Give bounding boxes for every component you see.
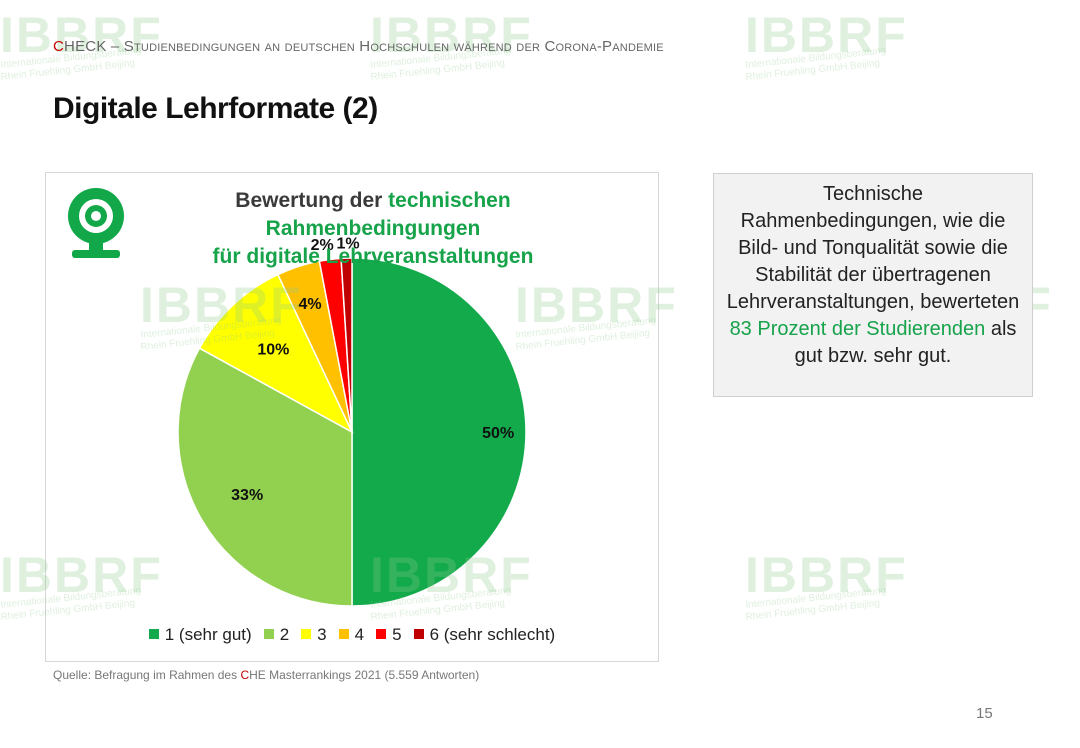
info-text-before: Technische Rahmenbedingungen, wie die Bi…: [726, 183, 1020, 313]
legend-item-1: 1 (sehr gut): [148, 625, 252, 645]
chart-title: Bewertung der technischen Rahmenbedingun…: [138, 187, 608, 271]
watermark-brand: IBBRF: [745, 547, 908, 603]
header-text: – Studienbedingungen an deutschen Hochsc…: [106, 38, 664, 55]
data-label-5: 2%: [311, 237, 334, 254]
data-label-3: 10%: [257, 341, 289, 358]
legend-swatch: [376, 629, 387, 639]
page-number: 15: [976, 705, 993, 722]
legend-item-6: 6 (sehr schlecht): [413, 625, 556, 645]
data-label-6: 1%: [336, 235, 359, 252]
legend-swatch: [413, 629, 424, 639]
source-suffix: HE Masterrankings 2021 (5.559 Antworten): [249, 668, 480, 682]
legend-label: 1 (sehr gut): [164, 625, 252, 644]
legend-swatch: [263, 629, 274, 639]
chart-panel: 50% 33% 10% 4% 2% 1% Bewertung der technische…: [45, 172, 659, 662]
watermark-line1: Internationale Bildungsberatung: [745, 585, 887, 611]
pie-slice-3: [198, 273, 354, 434]
legend-label: 3: [317, 625, 327, 644]
pie-data-labels: 50% 33% 10% 4% 2% 1%: [231, 235, 514, 504]
webcam-icon: [68, 188, 124, 258]
data-label-1: 50%: [482, 425, 514, 442]
legend-label: 5: [392, 625, 402, 644]
legend-label: 6 (sehr schlecht): [429, 625, 556, 644]
legend-item-3: 3: [301, 625, 327, 645]
info-text-after: als gut bzw. sehr gut.: [794, 318, 1017, 367]
watermark-line2: Rhein Fruehling GmbH Beijing: [0, 57, 136, 83]
legend-item-2: 2: [263, 625, 290, 645]
watermark-line2: Rhein Fruehling GmbH Beijing: [745, 597, 881, 623]
slide-header: CHECK – Studienbedingungen an deutschen …: [53, 38, 664, 55]
pie-slice-1: [351, 257, 527, 607]
chart-title-part2: technischen Rahmenbedingungen: [265, 189, 511, 240]
header-prefix-red: C: [53, 38, 65, 55]
watermark-brand: IBBRF: [745, 7, 908, 63]
data-label-2: 33%: [231, 487, 263, 504]
watermark-line2: Rhein Fruehling GmbH Beijing: [745, 57, 881, 83]
legend-swatch: [301, 629, 312, 639]
source-red: C: [240, 668, 250, 682]
legend-label: 4: [354, 625, 365, 644]
pie-chart: 50% 33% 10% 4% 2% 1%: [68, 188, 527, 607]
header-prefix-rest: HECK: [64, 38, 107, 55]
info-highlight: 83 Prozent der Studierenden: [729, 318, 986, 340]
pie-slices: [177, 257, 527, 607]
watermark: IBBRF Internationale Bildungsberatung Rh…: [745, 10, 908, 84]
source-note: Quelle: Befragung im Rahmen des CHE Mast…: [53, 668, 479, 682]
legend-item-5: 5: [376, 625, 402, 645]
pie-slice-6: [340, 257, 353, 433]
page-title: Digitale Lehrformate (2): [53, 92, 378, 125]
chart-legend: 1 (sehr gut) 2 3 4 5 6 (sehr schlecht): [46, 625, 658, 645]
data-label-4: 4%: [298, 296, 321, 313]
watermark: IBBRF Internationale Bildungsberatung Rh…: [745, 550, 908, 624]
chart-title-part1: Bewertung der: [235, 189, 389, 212]
watermark-line2: Rhein Fruehling GmbH Beijing: [370, 57, 506, 83]
info-box: Technische Rahmenbedingungen, wie die Bi…: [713, 173, 1033, 397]
pie-slice-2: [177, 347, 353, 607]
source-prefix: Quelle: Befragung im Rahmen des: [53, 668, 241, 682]
legend-swatch: [148, 629, 159, 639]
legend-item-4: 4: [338, 625, 365, 645]
watermark-line1: Internationale Bildungsberatung: [745, 45, 887, 71]
legend-label: 2: [279, 625, 290, 644]
legend-swatch: [338, 629, 349, 639]
chart-title-part3: für digitale Lehrveranstaltungen: [212, 245, 534, 268]
